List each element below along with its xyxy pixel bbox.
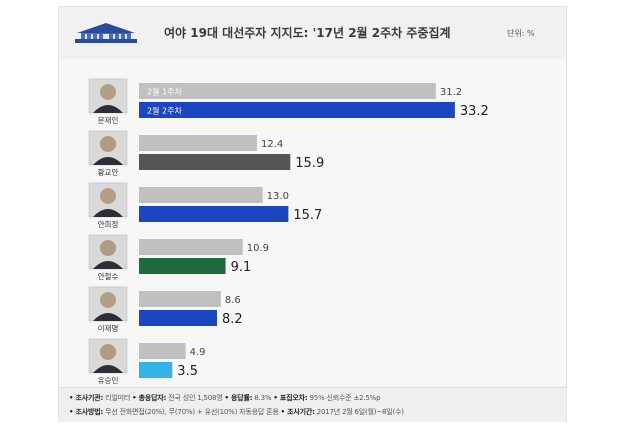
candidate-suit-icon (93, 209, 123, 217)
candidate-face-icon (100, 84, 116, 100)
candidate-suit-icon (93, 313, 123, 321)
candidate-face-icon (100, 188, 116, 204)
header: 여야 19대 대선주자 지지도: '17년 2월 2주차 주중집계 단위: % (59, 7, 566, 59)
footer-line1-label: • 표집오차: (273, 394, 308, 402)
candidate-face-icon (100, 136, 116, 152)
footer-line-1: • 조사기관: 리얼미터 • 총응답자: 전국 성인 1,508명 • 응답률:… (69, 393, 381, 403)
data-label-series1: 4.9 (190, 347, 206, 358)
footer-line2-value: 2017년 2월 6일(월)~8일(수) (314, 408, 404, 416)
infographic-frame: 여야 19대 대선주자 지지도: '17년 2월 2주차 주중집계 단위: % … (58, 6, 567, 422)
candidate-face-icon (100, 344, 116, 360)
footer-line1-item: • 표집오차: 95% 신뢰수준 ±2.5%p (273, 394, 380, 402)
data-label-series1: 8.6 (225, 295, 241, 306)
footer-line1-label: • 조사기관: (69, 394, 104, 402)
footer-line2-item: • 조사기간: 2017년 2월 6일(월)~8일(수) (281, 408, 404, 416)
data-label-series1: 12.4 (261, 139, 283, 150)
data-label-series2: 9.1 (231, 260, 252, 275)
footer-line1-value: 8.3% (252, 394, 274, 402)
bar-series2 (139, 154, 291, 170)
data-label-series1: 10.9 (247, 243, 269, 254)
category-label: 황교안 (98, 167, 119, 177)
category-label: 이재명 (98, 323, 119, 333)
candidate-suit-icon (93, 105, 123, 113)
data-label-series2: 3.5 (177, 364, 198, 379)
candidate-face-icon (100, 292, 116, 308)
bar-series1 (139, 239, 243, 255)
bar-series1 (139, 291, 221, 307)
category-label: 안희정 (98, 219, 119, 229)
data-label-series2: 8.2 (222, 312, 243, 327)
bar-series1 (139, 135, 257, 151)
footer-line1-item: • 총응답자: 전국 성인 1,508명 (132, 394, 224, 402)
bar-series2 (139, 258, 226, 274)
candidate-suit-icon (93, 365, 123, 373)
category-label: 안철수 (98, 271, 119, 281)
candidate-suit-icon (93, 157, 123, 165)
bar-series1 (139, 343, 186, 359)
candidate-face-icon (100, 240, 116, 256)
bar-series1 (139, 187, 263, 203)
footer-line1-value: 95% 신뢰수준 ±2.5%p (307, 394, 381, 402)
candidate-suit-icon (93, 261, 123, 269)
category-label: 유승민 (98, 375, 119, 385)
footer-line1-label: • 총응답자: (132, 394, 167, 402)
footer-line1-item: • 응답률: 8.3% (225, 394, 274, 402)
footer-line2-item: • 조사방법: 무선 전화면접(20%), 무(70%) + 유선(10%) 자… (69, 408, 281, 416)
footer-line1-item: • 조사기관: 리얼미터 (69, 394, 132, 402)
footer-line1-value: 전국 성인 1,508명 (166, 394, 225, 402)
survey-footer: • 조사기관: 리얼미터 • 총응답자: 전국 성인 1,508명 • 응답률:… (59, 387, 566, 422)
unit-label: 단위: % (507, 29, 535, 38)
legend-series1: 2월 1주차 (147, 87, 182, 97)
data-label-series1: 13.0 (267, 191, 289, 202)
footer-line2-value: 무선 전화면접(20%), 무(70%) + 유선(10%) 자동응답 혼용 (103, 408, 281, 416)
blue-house-logo-icon (75, 23, 137, 43)
bar-series1 (139, 83, 436, 99)
category-label: 문재인 (98, 115, 119, 125)
footer-line2-label: • 조사기간: (280, 408, 315, 416)
bar-series2 (139, 362, 173, 378)
data-label-series1: 31.2 (440, 87, 462, 98)
footer-line1-label: • 응답률: (224, 394, 253, 402)
data-label-series2: 15.9 (295, 156, 324, 171)
bar-series2 (139, 310, 218, 326)
data-label-series2: 15.7 (293, 208, 322, 223)
footer-line2-label: • 조사방법: (69, 408, 104, 416)
legend-series2: 2월 2주차 (147, 106, 182, 116)
bar-series2 (139, 102, 455, 118)
chart-title: 여야 19대 대선주자 지지도: '17년 2월 2주차 주중집계 (164, 26, 451, 40)
data-label-series2: 33.2 (460, 104, 489, 119)
footer-line1-value: 리얼미터 (103, 394, 133, 402)
footer-line-2: • 조사방법: 무선 전화면접(20%), 무(70%) + 유선(10%) 자… (69, 407, 404, 417)
bar-series2 (139, 206, 289, 222)
